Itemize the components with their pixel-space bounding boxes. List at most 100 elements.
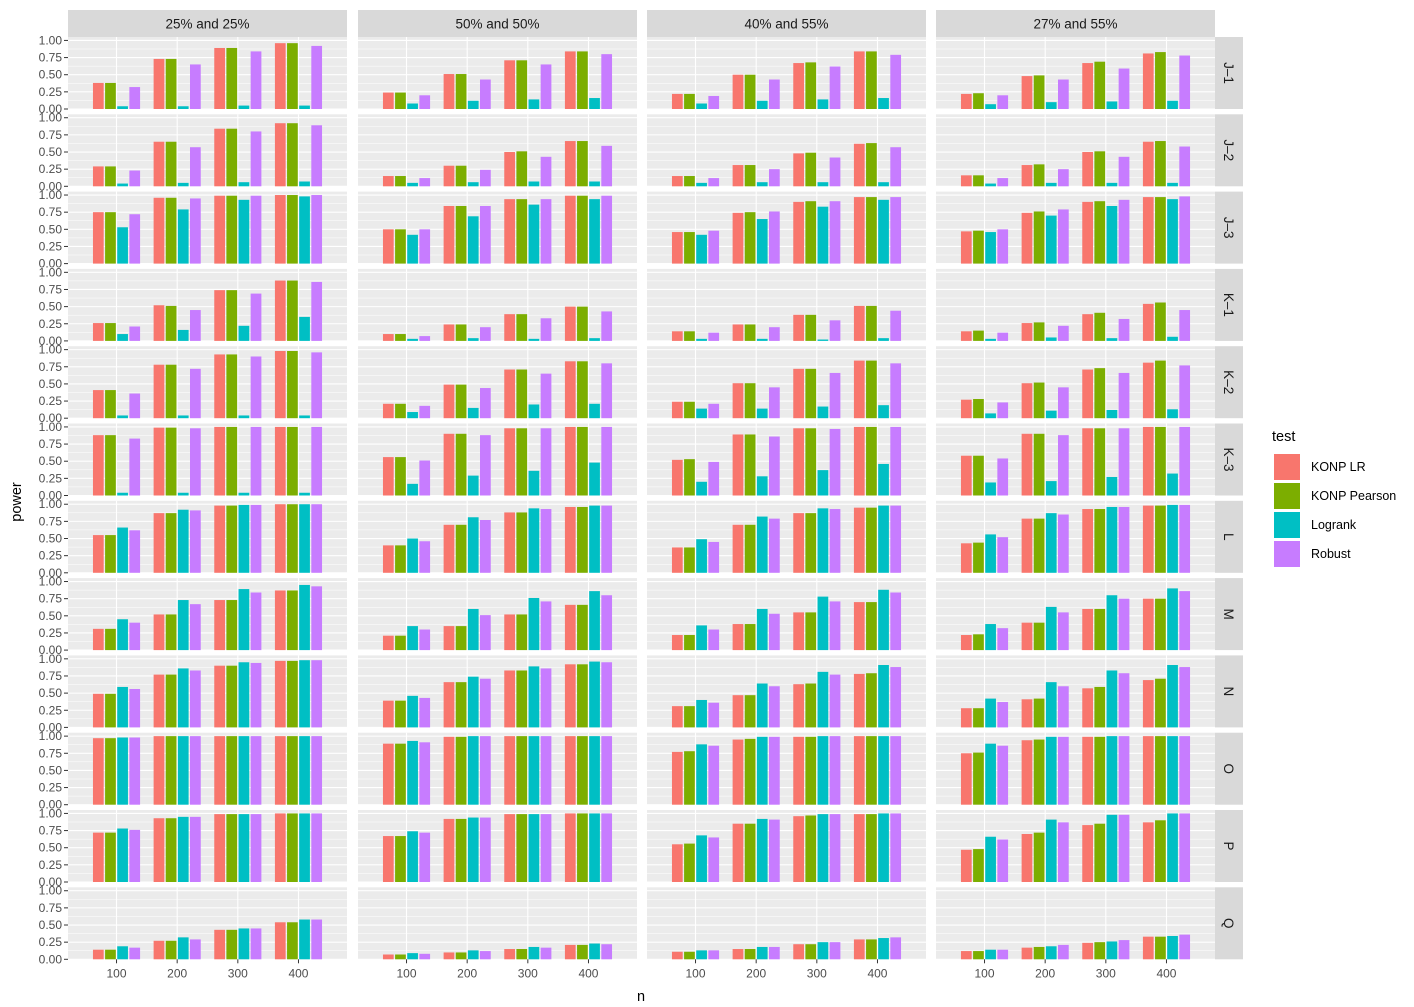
bar [250,51,262,109]
bar [311,352,323,419]
column-strip-label: 27% and 55% [1033,17,1117,32]
legend-title: test [1272,429,1295,445]
bar [1142,141,1154,187]
bar [973,230,984,264]
x-tick-label: 300 [518,966,538,980]
bar [528,946,540,960]
bar [504,814,515,882]
bar [516,199,528,264]
facet-panel [68,887,347,960]
bar [226,505,238,573]
row-strip-label: K–3 [1221,447,1236,471]
bar [105,949,116,960]
bar [516,736,528,805]
bar [92,693,104,728]
y-tick-label: 0.75 [39,282,63,296]
bar [528,597,540,651]
bar [419,336,431,341]
bar [756,338,768,341]
bar [226,47,238,109]
bar [878,589,889,651]
bar [671,331,683,341]
bar [287,426,298,496]
bar [516,814,528,882]
bar [1106,338,1118,341]
bar [1167,409,1178,419]
bar [395,229,406,264]
bar [105,832,116,882]
bar [973,634,984,651]
bar [960,635,972,651]
bar [564,426,576,496]
bar [985,624,996,651]
bar [516,314,528,341]
bar [274,813,286,882]
bar [732,324,744,341]
bar [105,212,116,264]
bar [960,331,972,341]
bar [732,383,744,419]
bar [829,509,841,573]
bar [190,939,201,960]
facet-panel [936,578,1215,651]
bar [1058,514,1069,573]
bar [407,953,418,960]
bar [890,937,902,960]
bar [696,699,707,728]
bar [467,475,479,496]
bar [467,100,479,109]
bar [601,662,613,728]
bar [732,434,744,496]
bar [769,327,780,341]
bar [756,408,768,419]
bar [153,305,165,341]
bar [793,944,804,960]
bar [890,147,902,187]
bar [1118,673,1130,728]
x-tick-label: 300 [807,966,827,980]
bar [1094,312,1106,341]
bar [129,829,141,882]
bar [382,635,394,651]
bar [878,405,889,419]
bar [1045,102,1057,109]
bar [985,413,996,419]
y-tick-label: 0.00 [39,489,63,503]
y-tick-label: 1.00 [39,652,63,666]
bar [190,368,201,419]
bar [382,334,394,341]
bar [564,361,576,419]
bar [793,201,804,264]
bar [1082,201,1093,264]
bar [129,170,141,187]
bar [744,949,756,960]
bar [382,836,394,882]
bar [985,482,996,496]
y-tick-label: 0.50 [39,763,63,777]
bar [382,457,394,496]
bar [504,428,515,496]
bar [1045,946,1057,960]
facet-panel [68,423,347,497]
bar [1045,513,1057,573]
bar [601,145,613,187]
bar [287,351,298,419]
bar [214,195,225,264]
bar [732,624,744,651]
bar [744,624,756,651]
bar [528,204,540,264]
y-tick-label: 0.75 [39,205,63,219]
bar [732,949,744,960]
bar [1155,360,1166,419]
y-tick-label: 0.50 [39,222,63,236]
bar [153,940,165,960]
bar [671,93,683,109]
bar [1142,680,1154,728]
bar [311,125,323,187]
bar [190,147,201,187]
bar [1058,686,1069,728]
bar [1033,739,1045,805]
bar [817,596,829,651]
bar [92,738,104,805]
bar [1033,164,1045,187]
